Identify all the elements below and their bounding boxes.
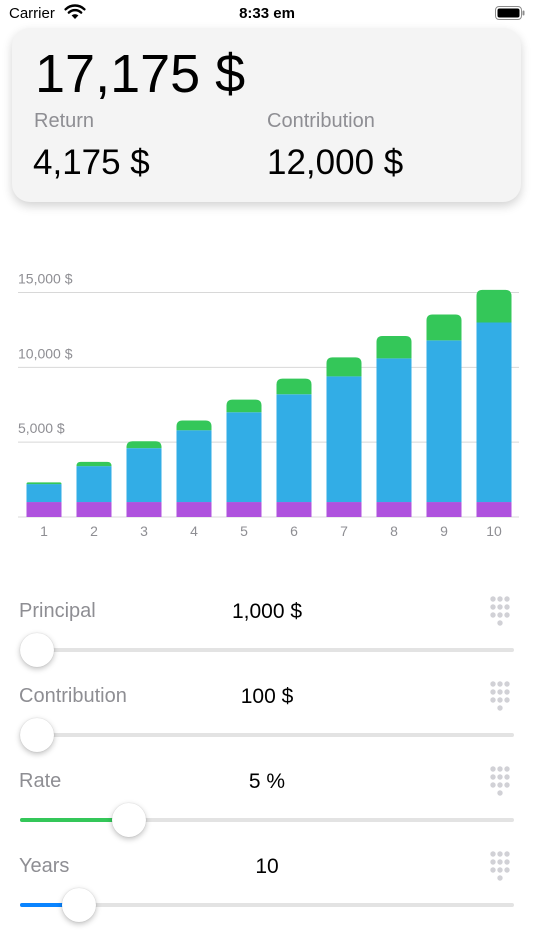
bar-segment [226,412,262,503]
bar-segment [426,314,462,341]
total-value: 17,175 $ [35,44,246,104]
bar-segment [176,420,212,431]
y-tick-label: 15,000 $ [18,271,73,287]
bar-segment [226,502,262,517]
battery-icon [495,6,525,20]
years-slider[interactable] [20,888,514,922]
bar-segment [26,482,62,485]
bar-segment [126,502,162,517]
principal-label: Principal [19,600,96,622]
carrier-label: Carrier [9,5,55,22]
contribution-keypad-icon[interactable] [489,681,511,711]
x-tick-label: 6 [290,523,298,539]
years-slider-fill [20,903,80,907]
bar-segment [176,502,212,517]
rate-slider-thumb[interactable] [111,803,146,837]
bar-segment [426,340,462,503]
x-tick-label: 5 [240,523,248,539]
rate-slider[interactable] [20,803,514,837]
bar-segment [476,289,512,323]
contribution-total-value: 12,000 $ [267,143,404,182]
rate-keypad-icon[interactable] [489,766,511,796]
bar-segment [276,502,312,517]
bar-segment [326,502,362,517]
contribution-label: Contribution [19,685,127,707]
y-tick-label: 10,000 $ [18,345,73,361]
x-tick-label: 3 [140,523,148,539]
y-tick-label: 5,000 $ [18,420,65,436]
principal-keypad-icon[interactable] [489,596,511,626]
bar-segment [76,461,112,467]
bar-segment [26,484,62,503]
return-label: Return [34,110,95,132]
contribution-value[interactable]: 100 $ [240,685,294,708]
bar-segment [276,394,312,503]
contribution-label: Contribution [267,110,375,132]
bar-segment [26,502,62,517]
bar-segment [126,441,162,449]
x-tick-label: 1 [40,523,48,539]
bar-segment [476,502,512,517]
bar-segment [276,378,312,395]
years-slider-thumb[interactable] [62,888,97,922]
summary-card: 17,175 $ Return 4,175 $ Contribution 12,… [12,28,521,202]
growth-chart: 5,000 $ 10,000 $ 15,000 $ 1 2 3 4 5 6 7 8 9 10 [18,271,519,539]
bar-segment [226,399,262,413]
bar-segment [376,336,412,359]
bar-segment [376,358,412,503]
bar-segment [176,430,212,503]
return-value: 4,175 $ [33,143,150,182]
x-tick-label: 8 [390,523,398,539]
rate-slider-fill [20,818,129,822]
bar-segment [426,502,462,517]
rate-label: Rate [19,770,62,792]
status-bar: Carrier 8:33 em [0,0,534,28]
x-tick-label: 2 [90,523,98,539]
bar-segment [326,376,362,503]
x-tick-label: 7 [340,523,348,539]
bar-segment [76,502,112,517]
bar-segment [326,357,362,377]
contribution-slider-thumb[interactable] [20,718,54,752]
principal-slider-thumb[interactable] [20,633,54,667]
x-tick-label: 10 [486,523,502,539]
principal-value[interactable]: 1,000 $ [231,600,303,623]
years-value[interactable]: 10 [255,855,279,878]
bar-segment [476,322,512,503]
contribution-slider[interactable] [20,718,514,752]
bar-segment [76,466,112,503]
wifi-icon [64,4,86,19]
years-label: Years [19,855,70,877]
rate-value[interactable]: 5 % [248,770,286,793]
x-tick-label: 9 [440,523,448,539]
bar-segment [126,448,162,503]
bar-segment [376,502,412,517]
clock: 8:33 em [239,5,295,22]
x-tick-label: 4 [190,523,198,539]
years-keypad-icon[interactable] [489,851,511,881]
principal-slider[interactable] [20,633,514,667]
